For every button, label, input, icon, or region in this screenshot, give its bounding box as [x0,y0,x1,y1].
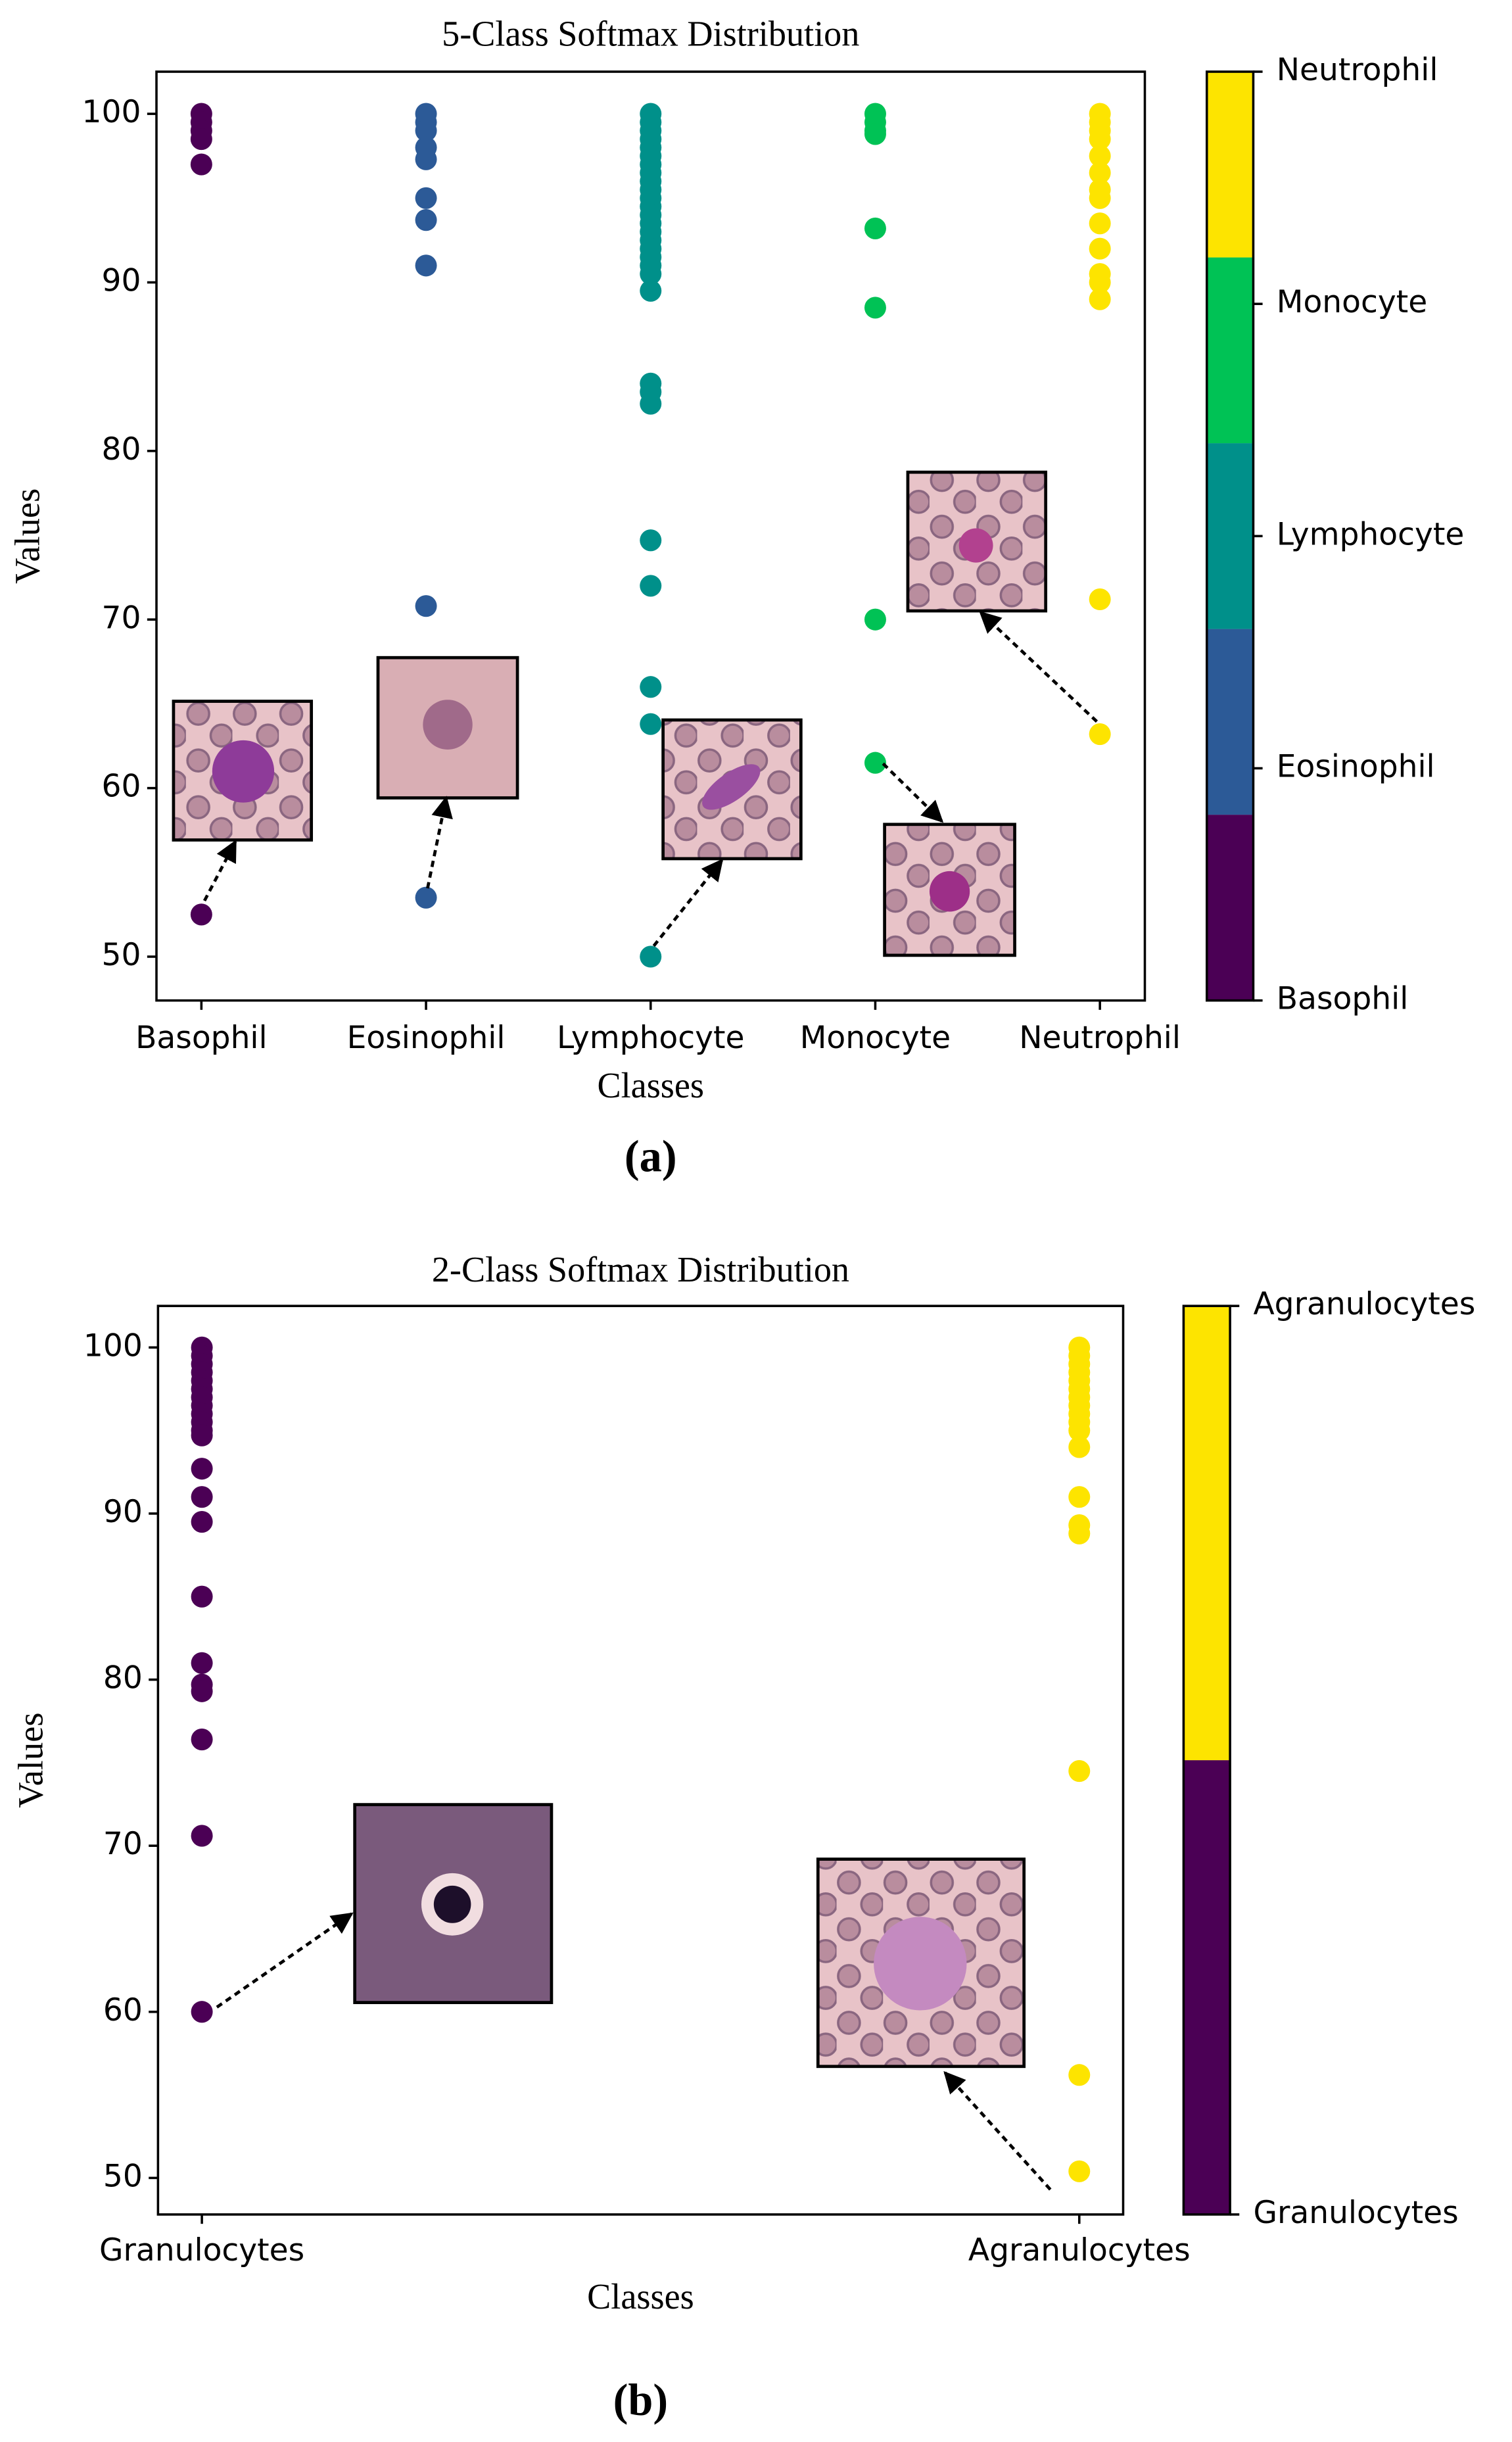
insets [172,470,1048,2069]
x-axis-label: Classes [597,1066,704,1105]
data-point [1068,1486,1091,1508]
x-tick-label: Basophil [135,1020,268,1056]
data-point [191,1728,213,1751]
data-point [1089,145,1111,167]
data-point [1089,288,1111,310]
data-point [1089,723,1111,746]
data-point [640,575,662,597]
colorbar-frame [1182,1305,1231,2216]
data-point [640,393,662,415]
x-axis-label: Classes [587,2277,694,2316]
colorbar-segment [1206,629,1254,815]
data-point [864,297,886,319]
data-point [640,713,662,735]
y-tick-label: 90 [103,1494,143,1530]
data-point [190,153,212,176]
data-point [415,187,437,209]
colorbar-segment [1206,257,1254,444]
data-point [640,279,662,302]
y-tick-label: 100 [83,1328,143,1364]
legend-label: Eosinophil [1277,748,1435,784]
legend-label: Basophil [1277,981,1409,1017]
colorbar-segment [1183,1306,1231,1761]
data-point [1089,588,1111,611]
legend-label: Neutrophil [1277,52,1438,88]
data-point [415,148,437,170]
data-point [1068,1522,1091,1544]
data-point [190,128,212,151]
data-point [1089,271,1111,294]
x-tick-label: Monocyte [800,1020,951,1056]
data-point [864,123,886,145]
data-point [864,608,886,631]
data-point [1068,1420,1091,1442]
legend-label: Agranulocytes [1253,1286,1475,1322]
panel-label: (a) [625,1131,677,1181]
y-tick-label: 50 [103,2158,143,2194]
x-tick-label: Agranulocytes [968,2232,1191,2268]
y-tick-label: 100 [82,94,141,130]
data-point [1068,2064,1091,2086]
data-point [191,2001,213,2023]
data-point [640,529,662,552]
legend-label: Granulocytes [1253,2195,1458,2231]
data-point [1089,237,1111,260]
data-point [1068,1436,1091,1458]
data-point [415,209,437,231]
plot-frame [156,1305,1125,2216]
data-point [864,752,886,774]
y-axis-label: Values [8,489,47,584]
legend-label: Lymphocyte [1277,516,1465,552]
data-point [415,120,437,142]
y-tick-label: 70 [101,600,141,636]
y-tick-label: 60 [101,769,141,805]
data-point [191,1424,213,1447]
data-point [415,886,437,909]
data-point [191,1680,213,1702]
y-tick-label: 60 [103,1992,143,2028]
data-point [191,1486,213,1508]
data-point [191,1825,213,1847]
data-point [864,217,886,240]
data-point [415,595,437,617]
panel-label: (b) [613,2375,669,2425]
data-point [415,254,437,277]
data-point [191,1652,213,1674]
y-tick-label: 70 [103,1826,143,1862]
data-point [190,903,212,926]
data-point [1089,187,1111,209]
colorbar-frame [1205,70,1255,1002]
data-point [1089,128,1111,151]
chart-title: 5-Class Softmax Distribution [442,14,859,53]
y-tick-label: 80 [103,1660,143,1696]
data-point [1068,1760,1091,1783]
data-point [640,676,662,698]
data-point [191,1510,213,1533]
y-axis-label: Values [11,1712,50,1808]
data-point [1068,2160,1091,2182]
chart-title: 2-Class Softmax Distribution [432,1250,849,1289]
data-point [1089,162,1111,184]
colorbar-segment [1206,815,1254,1001]
y-tick-label: 50 [101,937,141,973]
data-point [640,263,662,285]
legend-label: Monocyte [1277,284,1427,320]
data-point [1089,212,1111,235]
data-point [191,1458,213,1480]
data-point [191,1585,213,1608]
x-tick-label: Neutrophil [1019,1020,1181,1056]
y-tick-label: 80 [101,431,141,467]
x-tick-label: Granulocytes [99,2232,304,2268]
colorbar-segment [1183,1760,1231,2215]
colorbar-segment [1206,443,1254,629]
colorbar-segment [1206,72,1254,258]
x-tick-label: Eosinophil [347,1020,506,1056]
data-point [640,946,662,968]
arrows [202,611,1099,2191]
y-tick-label: 90 [101,262,141,299]
x-tick-label: Lymphocyte [557,1020,745,1056]
